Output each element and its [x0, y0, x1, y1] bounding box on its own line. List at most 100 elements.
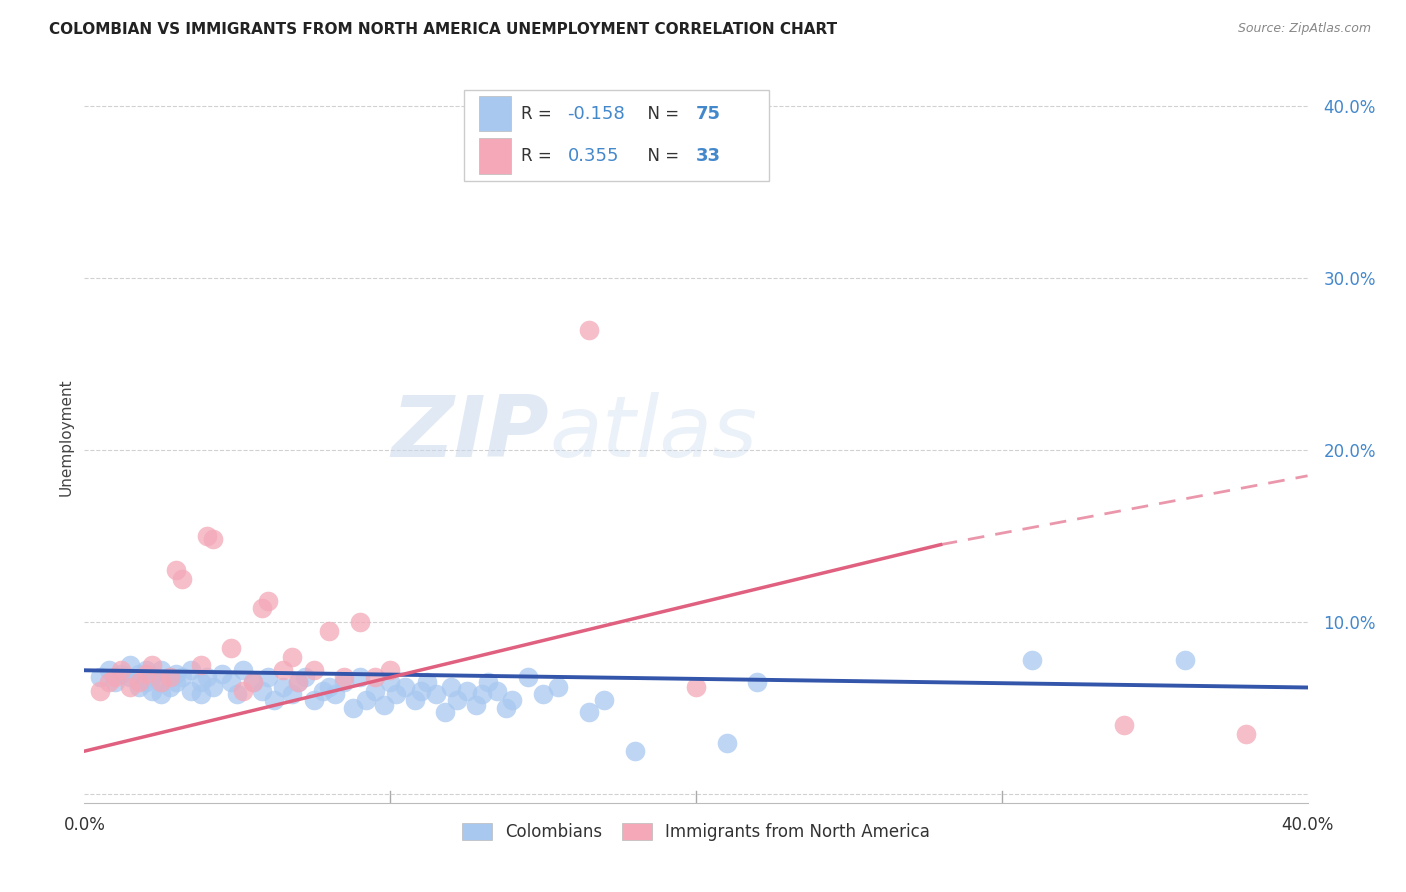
- Point: [287, 675, 309, 690]
- Point: [89, 684, 111, 698]
- Point: [747, 675, 769, 690]
- Point: [232, 684, 254, 698]
- Point: [502, 692, 524, 706]
- Point: [385, 687, 408, 701]
- Point: [716, 735, 738, 749]
- Point: [219, 640, 242, 655]
- Point: [104, 675, 127, 690]
- Point: [165, 666, 187, 681]
- Point: [242, 675, 264, 690]
- Text: -0.158: -0.158: [568, 105, 626, 123]
- Text: Source: ZipAtlas.com: Source: ZipAtlas.com: [1237, 22, 1371, 36]
- Point: [294, 670, 316, 684]
- Point: [180, 684, 202, 698]
- Point: [446, 692, 468, 706]
- Point: [364, 684, 387, 698]
- FancyBboxPatch shape: [479, 95, 512, 131]
- Point: [302, 692, 325, 706]
- Y-axis label: Unemployment: Unemployment: [58, 378, 73, 496]
- Point: [1174, 653, 1197, 667]
- Point: [531, 687, 554, 701]
- Point: [97, 675, 120, 690]
- Point: [287, 675, 309, 690]
- Point: [409, 684, 432, 698]
- Text: 0.355: 0.355: [568, 147, 619, 165]
- Point: [302, 663, 325, 677]
- Point: [250, 601, 273, 615]
- Point: [364, 670, 387, 684]
- Point: [333, 675, 356, 690]
- Point: [318, 624, 340, 638]
- Point: [201, 533, 224, 547]
- Point: [380, 663, 402, 677]
- Point: [110, 663, 132, 677]
- Point: [349, 670, 371, 684]
- Point: [190, 675, 212, 690]
- Point: [165, 675, 187, 690]
- Text: N =: N =: [637, 147, 685, 165]
- Point: [242, 675, 264, 690]
- Point: [135, 666, 157, 681]
- Point: [141, 658, 163, 673]
- Text: R =: R =: [522, 147, 557, 165]
- Point: [232, 663, 254, 677]
- Text: N =: N =: [637, 105, 685, 123]
- Point: [149, 663, 172, 677]
- Point: [434, 705, 457, 719]
- Point: [271, 663, 294, 677]
- Text: 75: 75: [696, 105, 721, 123]
- Point: [624, 744, 647, 758]
- Point: [97, 663, 120, 677]
- Point: [149, 687, 172, 701]
- Point: [135, 663, 157, 677]
- Point: [486, 684, 509, 698]
- Point: [250, 684, 273, 698]
- Point: [159, 670, 181, 684]
- Point: [578, 322, 600, 336]
- Point: [135, 675, 157, 690]
- Point: [685, 681, 707, 695]
- Text: COLOMBIAN VS IMMIGRANTS FROM NORTH AMERICA UNEMPLOYMENT CORRELATION CHART: COLOMBIAN VS IMMIGRANTS FROM NORTH AMERI…: [49, 22, 838, 37]
- FancyBboxPatch shape: [479, 137, 512, 174]
- Point: [271, 681, 294, 695]
- Point: [333, 670, 356, 684]
- Point: [159, 681, 181, 695]
- Point: [190, 658, 212, 673]
- Point: [120, 681, 142, 695]
- Point: [281, 649, 304, 664]
- Point: [394, 681, 416, 695]
- Point: [281, 687, 304, 701]
- Point: [128, 681, 150, 695]
- Point: [312, 684, 335, 698]
- Point: [1236, 727, 1258, 741]
- Point: [172, 670, 194, 684]
- Point: [593, 692, 616, 706]
- Point: [425, 687, 447, 701]
- Point: [495, 701, 517, 715]
- Point: [578, 705, 600, 719]
- Point: [354, 692, 377, 706]
- Point: [257, 670, 280, 684]
- Legend: Colombians, Immigrants from North America: Colombians, Immigrants from North Americ…: [453, 814, 939, 849]
- Point: [120, 670, 142, 684]
- Text: ZIP: ZIP: [391, 392, 550, 475]
- Point: [318, 681, 340, 695]
- Text: 33: 33: [696, 147, 721, 165]
- Point: [120, 658, 142, 673]
- Point: [219, 675, 242, 690]
- Point: [211, 666, 233, 681]
- Point: [104, 670, 127, 684]
- Point: [464, 698, 486, 712]
- Point: [149, 675, 172, 690]
- Point: [110, 666, 132, 681]
- Point: [404, 692, 426, 706]
- Point: [516, 670, 538, 684]
- Point: [1021, 653, 1043, 667]
- Point: [226, 687, 249, 701]
- Point: [159, 670, 181, 684]
- Point: [180, 663, 202, 677]
- Point: [165, 564, 187, 578]
- Point: [128, 675, 150, 690]
- Point: [257, 594, 280, 608]
- Point: [547, 681, 569, 695]
